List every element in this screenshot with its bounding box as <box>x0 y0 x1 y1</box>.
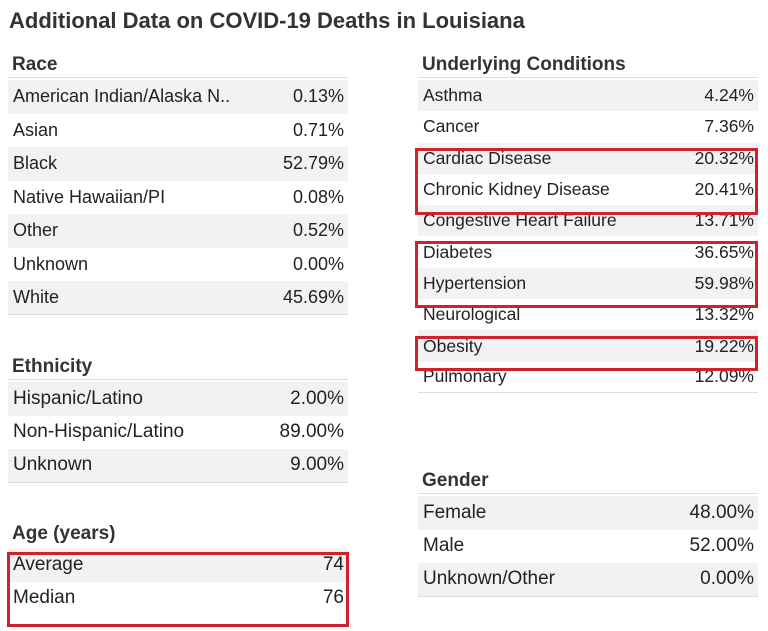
table-row: Male 52.00% <box>418 530 758 564</box>
table-row: Neurological 13.32% <box>418 299 758 330</box>
row-label: Black <box>13 153 58 174</box>
row-label: Cardiac Disease <box>423 147 552 168</box>
row-label: Hispanic/Latino <box>13 387 143 409</box>
row-value: 74 <box>322 553 344 575</box>
row-value: 0.52% <box>292 220 344 241</box>
gender-table: Gender Female 48.00% Male 52.00% Unknown… <box>418 468 758 597</box>
table-row: Average 74 <box>8 548 348 582</box>
table-row: Non-Hispanic/Latino 89.00% <box>8 416 348 450</box>
row-label: Native Hawaiian/PI <box>13 186 166 207</box>
row-label: Asian <box>13 119 59 140</box>
conditions-table: Underlying Conditions Asthma 4.24% Cance… <box>418 52 758 393</box>
table-row: Congestive Heart Failure 13.71% <box>418 205 758 237</box>
page-title: Additional Data on COVID-19 Deaths in Lo… <box>9 8 525 33</box>
table-row: Pulmonary 12.09% <box>418 362 758 393</box>
row-value: 20.41% <box>694 179 754 200</box>
row-label: Pulmonary <box>423 366 507 387</box>
row-label: Unknown <box>13 454 93 476</box>
table-row: Asthma 4.24% <box>418 80 758 112</box>
age-table: Age (years) Average 74 Median 76 <box>8 521 348 615</box>
table-row: Unknown/Other 0.00% <box>418 563 758 597</box>
row-value: 2.00% <box>290 387 344 409</box>
row-value: 45.69% <box>282 286 344 307</box>
table-row: Median 76 <box>8 582 348 616</box>
table-row: White 45.69% <box>8 281 348 315</box>
row-label: Asthma <box>423 85 483 106</box>
row-value: 0.71% <box>292 119 344 140</box>
row-value: 0.13% <box>292 86 344 107</box>
ethnicity-heading: Ethnicity <box>8 354 348 380</box>
row-value: 7.36% <box>704 116 754 137</box>
table-row: Other 0.52% <box>8 214 348 248</box>
row-value: 59.98% <box>694 272 754 293</box>
row-label: Other <box>13 220 59 241</box>
table-row: Female 48.00% <box>418 496 758 530</box>
age-heading: Age (years) <box>12 523 116 544</box>
row-label: Non-Hispanic/Latino <box>13 421 185 443</box>
table-row: Cancer 7.36% <box>418 111 758 142</box>
row-label: Chronic Kidney Disease <box>423 179 610 200</box>
row-label: Hypertension <box>423 272 527 293</box>
table-row: Hypertension 59.98% <box>418 267 758 300</box>
row-label: White <box>13 286 60 307</box>
table-row: Unknown 9.00% <box>8 449 348 483</box>
row-label: Congestive Heart Failure <box>423 210 617 231</box>
row-value: 89.00% <box>279 421 344 443</box>
row-value: 13.71% <box>694 210 754 231</box>
table-row: Hispanic/Latino 2.00% <box>8 382 348 416</box>
row-value: 52.79% <box>282 153 344 174</box>
race-heading: Race <box>8 52 348 78</box>
table-row: American Indian/Alaska N.. 0.13% <box>8 80 348 114</box>
row-value: 13.32% <box>694 304 754 325</box>
row-label: Unknown/Other <box>423 568 556 590</box>
row-label: Obesity <box>423 335 483 356</box>
row-label: Diabetes <box>423 241 493 262</box>
race-table: Race American Indian/Alaska N.. 0.13% As… <box>8 52 348 315</box>
table-row: Asian 0.71% <box>8 114 348 148</box>
row-value: 0.00% <box>292 253 344 274</box>
table-row: Unknown 0.00% <box>8 248 348 282</box>
row-value: 0.00% <box>700 568 754 590</box>
row-value: 48.00% <box>689 501 754 523</box>
gender-heading: Gender <box>418 468 758 494</box>
row-value: 9.00% <box>290 454 344 476</box>
table-row: Cardiac Disease 20.32% <box>418 142 758 174</box>
row-label: Median <box>13 587 76 609</box>
row-value: 4.24% <box>704 85 754 106</box>
table-row: Native Hawaiian/PI 0.08% <box>8 181 348 215</box>
conditions-heading: Underlying Conditions <box>418 52 758 78</box>
row-value: 52.00% <box>689 535 754 557</box>
row-value: 36.65% <box>694 241 754 262</box>
table-row: Black 52.79% <box>8 147 348 181</box>
table-row: Chronic Kidney Disease 20.41% <box>418 174 758 205</box>
row-value: 20.32% <box>694 147 754 168</box>
row-label: Male <box>423 535 465 557</box>
row-label: Female <box>423 501 487 523</box>
row-label: American Indian/Alaska N.. <box>13 86 231 107</box>
ethnicity-table: Ethnicity Hispanic/Latino 2.00% Non-Hisp… <box>8 354 348 483</box>
table-row: Obesity 19.22% <box>418 330 758 362</box>
row-value: 76 <box>322 587 344 609</box>
row-label: Unknown <box>13 253 89 274</box>
row-label: Cancer <box>423 116 480 137</box>
row-value: 0.08% <box>292 186 344 207</box>
row-value: 19.22% <box>694 335 754 356</box>
row-value: 12.09% <box>694 366 754 387</box>
table-row: Diabetes 36.65% <box>418 236 758 267</box>
row-label: Neurological <box>423 304 521 325</box>
row-label: Average <box>13 553 84 575</box>
